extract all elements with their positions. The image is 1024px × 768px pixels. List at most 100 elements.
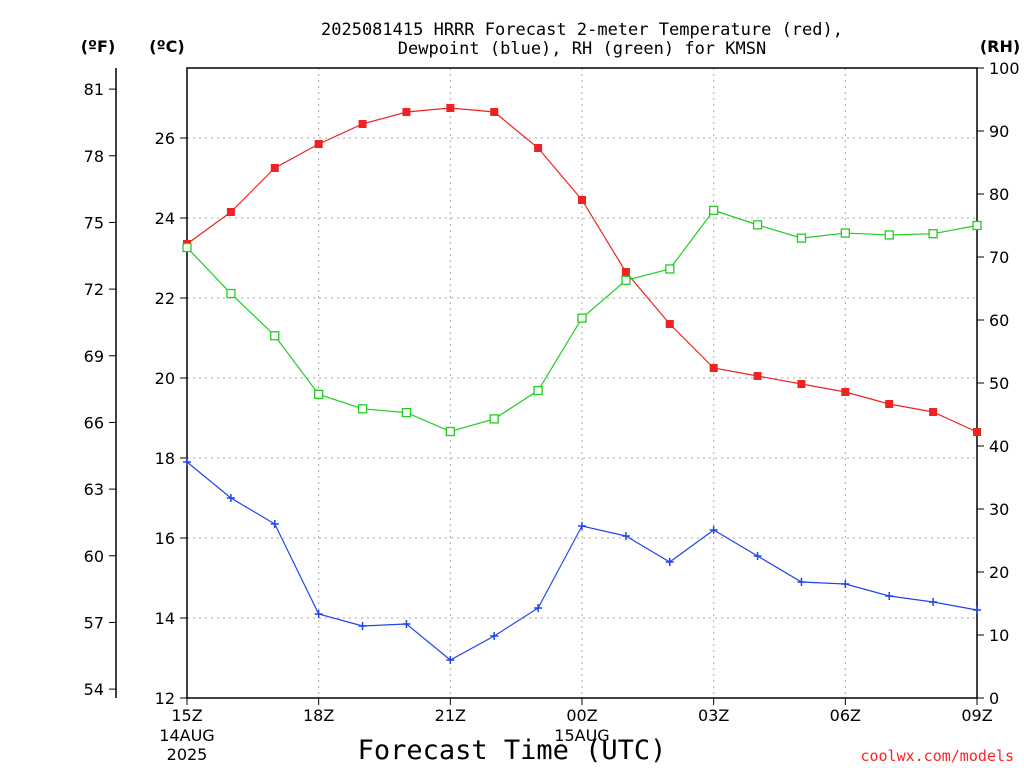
source-credit: coolwx.com/models: [860, 747, 1014, 765]
data-point: [621, 275, 631, 285]
data-point: [753, 372, 762, 380]
data-point: [226, 288, 236, 299]
data-point: [270, 520, 279, 528]
date-label: 15AUG: [554, 726, 609, 745]
data-point: [314, 610, 323, 618]
data-point: [665, 264, 675, 274]
data-point: [709, 526, 718, 534]
data-point: [402, 108, 411, 116]
data-point: [841, 580, 850, 588]
rh-tick-label: 0: [989, 689, 999, 708]
date-label: 2025: [167, 745, 208, 764]
data-point: [621, 268, 630, 276]
data-point: [797, 578, 806, 586]
data-point: [621, 532, 630, 540]
data-point: [928, 229, 938, 239]
rh-tick-label: 10: [989, 626, 1009, 645]
rh-tick-label: 70: [989, 248, 1009, 267]
rh-tick-label: 80: [989, 185, 1009, 204]
data-point: [797, 380, 806, 388]
data-point: [885, 592, 894, 600]
tick-labels: 12 14 16 18 20 22 24 26 54 57 60 63 66 69 72 75 78 81 0 10 2…: [84, 59, 1020, 764]
series-line-0: [186, 107, 978, 433]
celsius-tick-label: 18: [155, 449, 175, 468]
fahrenheit-unit-label: (ºF): [81, 37, 116, 56]
data-point: [446, 104, 455, 112]
chart-title-line-1: 2025081415 HRRR Forecast 2-meter Tempera…: [321, 20, 843, 40]
data-point: [226, 208, 235, 216]
celsius-tick-label: 14: [155, 609, 175, 628]
fahrenheit-tick-label: 60: [84, 547, 104, 566]
x-tick-label: 15Z: [171, 706, 202, 725]
data-point: [665, 320, 674, 328]
data-point: [929, 408, 938, 416]
data-point: [490, 632, 499, 640]
data-point: [183, 458, 191, 466]
data-point: [929, 598, 938, 606]
fahrenheit-tick-label: 81: [84, 80, 104, 99]
data-point: [270, 164, 279, 172]
series-layer: [182, 104, 982, 664]
data-point: [578, 196, 586, 204]
x-tick-label: 00Z: [566, 706, 597, 725]
rh-tick-label: 90: [989, 122, 1009, 141]
data-point: [753, 552, 762, 560]
celsius-tick-label: 16: [155, 529, 175, 548]
rh-tick-label: 50: [989, 374, 1009, 393]
celsius-tick-label: 24: [155, 209, 175, 228]
data-point: [577, 313, 587, 323]
data-point: [840, 228, 850, 238]
celsius-tick-label: 20: [155, 369, 175, 388]
data-point: [402, 620, 411, 628]
data-point: [885, 400, 894, 408]
fahrenheit-tick-label: 75: [84, 213, 104, 232]
rh-tick-label: 100: [989, 59, 1020, 78]
celsius-tick-label: 26: [155, 129, 175, 148]
data-point: [314, 389, 324, 399]
fahrenheit-tick-label: 66: [84, 413, 104, 432]
data-point: [796, 233, 807, 243]
data-point: [884, 230, 894, 240]
x-tick-label: 18Z: [303, 706, 334, 725]
fahrenheit-tick-label: 54: [84, 680, 104, 699]
data-point: [445, 426, 455, 437]
fahrenheit-tick-label: 78: [84, 147, 104, 166]
data-point: [973, 428, 981, 436]
data-point: [314, 140, 323, 148]
data-point: [841, 388, 850, 396]
x-tick-label: 21Z: [435, 706, 466, 725]
x-tick-label: 03Z: [698, 706, 729, 725]
chart-title-line-2: Dewpoint (blue), RH (green) for KMSN: [398, 39, 766, 59]
data-point: [401, 407, 412, 418]
celsius-unit-label: (ºC): [149, 37, 184, 56]
data-point: [490, 108, 499, 116]
rh-unit-label: (RH): [980, 37, 1020, 56]
axes: [109, 67, 984, 705]
data-point: [534, 604, 543, 612]
data-point: [973, 606, 981, 614]
rh-tick-label: 30: [989, 500, 1009, 519]
celsius-tick-label: 12: [155, 689, 175, 708]
data-point: [182, 242, 192, 253]
fahrenheit-tick-label: 72: [84, 280, 104, 299]
data-point: [358, 120, 367, 128]
data-point: [972, 220, 982, 231]
data-point: [709, 205, 719, 216]
data-point: [489, 414, 499, 424]
data-point: [270, 331, 280, 341]
data-point: [665, 558, 674, 566]
fahrenheit-tick-label: 63: [84, 480, 104, 499]
rh-tick-label: 20: [989, 563, 1009, 582]
data-point: [357, 404, 368, 414]
data-point: [226, 494, 235, 502]
x-tick-label: 09Z: [961, 706, 992, 725]
data-point: [446, 656, 455, 664]
data-point: [533, 385, 543, 396]
data-point: [752, 220, 763, 230]
data-point: [534, 144, 543, 152]
grid-lines: [187, 68, 977, 698]
rh-tick-label: 60: [989, 311, 1009, 330]
date-label: 14AUG: [159, 726, 214, 745]
fahrenheit-tick-label: 69: [84, 347, 104, 366]
